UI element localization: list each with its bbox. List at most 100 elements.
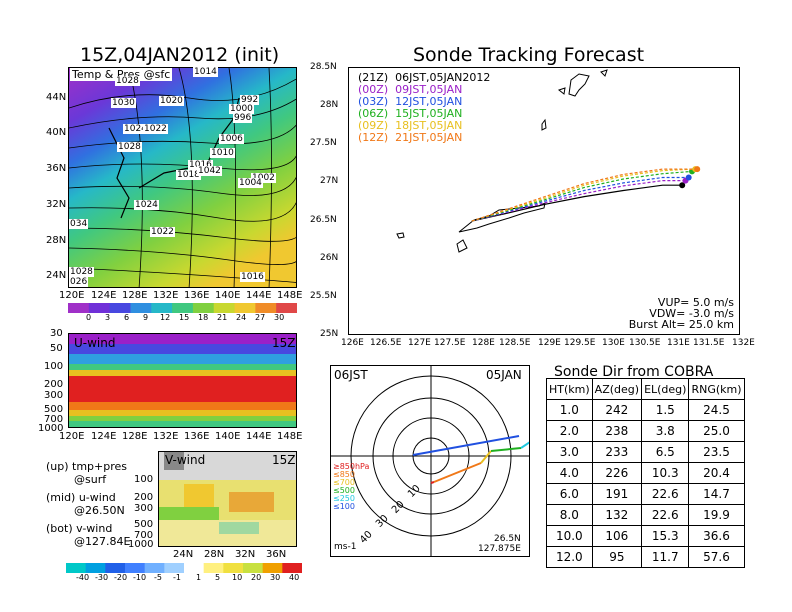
track-ytick: 28.5N — [310, 62, 337, 72]
table-header-cell: HT(km) — [546, 378, 593, 400]
track-line — [471, 180, 686, 222]
cb-tick: -10 — [133, 573, 147, 582]
vwind-plot — [159, 452, 296, 546]
table-cell: 226 — [591, 462, 643, 484]
track-xtick: 130.5E — [629, 338, 661, 348]
isobar-label: 1022 — [150, 227, 175, 237]
vdw-label: VDW= -3.0 m/s — [649, 307, 734, 320]
map-lon-tick: 144E — [246, 290, 272, 301]
vwind-ytick: 100 — [134, 474, 154, 485]
cb-tick: -40 — [76, 573, 90, 582]
map-lon-tick: 124E — [91, 290, 117, 301]
uwind-ytick: 1000 — [38, 423, 64, 434]
pressure-entry: ≤700 — [333, 478, 355, 487]
track-ytick: 28N — [320, 100, 339, 110]
cb-tick: -20 — [114, 573, 128, 582]
cb-tick: 20 — [251, 573, 262, 582]
uwind-xtick: 132E — [153, 431, 179, 442]
colorbar-swatch — [192, 303, 215, 313]
cb-tick: -5 — [154, 573, 162, 582]
isobar-label: 1010 — [210, 148, 235, 158]
uwind-frame — [68, 333, 297, 428]
isobar-label: 1000 — [229, 104, 254, 114]
uwind-ytick: 200 — [44, 379, 64, 390]
track-xtick: 131E — [667, 338, 690, 348]
track-xtick: 128.5E — [499, 338, 531, 348]
map-lat-tick: 40N — [46, 127, 67, 138]
table-cell: 10.0 — [546, 525, 593, 547]
track-ytick: 26.5N — [310, 215, 337, 225]
colorbar-swatch — [125, 563, 146, 573]
track-yticks: 28.5N 28N 27.5N 27N 26.5N 26N 25.5N 25N — [310, 60, 350, 345]
colorbar-swatch — [282, 563, 302, 573]
track-xtick: 126E — [341, 338, 364, 348]
note-line: @26.50N — [74, 504, 125, 517]
table-cell: 36.6 — [688, 525, 745, 547]
track-line — [471, 176, 689, 222]
pressure-entry: ≤250 — [333, 494, 355, 503]
vwind-xtick: 36N — [266, 549, 287, 560]
map-lat-tick: 24N — [46, 270, 67, 281]
colorbar-swatch — [262, 563, 283, 573]
uwind-ytick: 30 — [50, 328, 63, 339]
colorbar-swatch — [68, 303, 90, 313]
colorbar-swatch — [144, 563, 165, 573]
track-line — [471, 168, 698, 222]
launch-entry: (06Z) 15JST,05JAN — [358, 107, 463, 120]
map-lon-tick: 128E — [122, 290, 148, 301]
table-cell: 1.5 — [641, 399, 690, 421]
table-cell: 57.6 — [688, 546, 745, 568]
cb-tick: 27 — [255, 313, 266, 322]
isobar-label: 1006 — [219, 134, 244, 144]
uwind-xtick: 128E — [122, 431, 148, 442]
colorbar-swatch — [184, 563, 205, 573]
vwind-ytick: 700 — [134, 530, 154, 541]
map-colorbar-ticks: 0 3 6 9 12 15 18 21 24 27 30 — [68, 313, 297, 325]
hodo-segment — [480, 450, 492, 464]
table-row: 8.0 132 22.6 19.9 — [546, 504, 745, 526]
uwind-plot — [69, 334, 296, 427]
cb-tick: 9 — [143, 313, 149, 322]
track-xtick: 127E — [408, 338, 431, 348]
track-endpoint — [694, 166, 701, 173]
isobar-label: 1018 — [176, 170, 201, 180]
isobar-label: 1024 — [134, 200, 159, 210]
burst-label: Burst Alt= 25.0 km — [628, 318, 734, 331]
hodo-segment — [430, 481, 435, 484]
table-cell: 6.5 — [641, 441, 690, 463]
table-cell: 132 — [591, 504, 643, 526]
table-row: 4.0 226 10.3 20.4 — [546, 462, 745, 484]
uwind-xtick: 140E — [215, 431, 241, 442]
colorbar-swatch — [151, 303, 173, 313]
vwind-label: V-wind — [165, 453, 206, 467]
cb-tick: 1 — [196, 573, 202, 582]
coastline — [557, 87, 566, 95]
cb-tick: 21 — [217, 313, 228, 322]
table-row: 6.0 191 22.6 14.7 — [546, 483, 745, 505]
colorbar-swatch — [276, 303, 297, 313]
track-xtick: 127.5E — [434, 338, 466, 348]
map-lat-tick: 36N — [46, 163, 67, 174]
sonde-table: HT(km) AZ(deg) EL(deg) RNG(km) 1.0 242 1.5… — [546, 378, 745, 568]
cb-tick: -1 — [173, 573, 181, 582]
table-cell: 24.5 — [688, 399, 745, 421]
table-cell: 1.0 — [546, 399, 593, 421]
note-line: (up) tmp+pres — [46, 460, 128, 473]
map-field-label: Temp & Pres @sfc — [70, 68, 173, 81]
pressure-entry: ≤100 — [333, 502, 355, 511]
vwind-ytick: 300 — [134, 503, 154, 514]
uwind-ytick: 300 — [44, 390, 64, 401]
coastline — [568, 73, 590, 97]
cb-tick: 10 — [232, 573, 243, 582]
polar-plot — [331, 366, 529, 556]
track-xtick: 129.5E — [564, 338, 596, 348]
vwind-xtick: 32N — [235, 549, 256, 560]
vwind-ytick: 200 — [134, 492, 154, 503]
pressure-entry: ≥850hPa — [333, 462, 370, 471]
colorbar-swatch — [85, 563, 106, 573]
track-endpoint — [679, 182, 686, 189]
table-header-cell: EL(deg) — [641, 378, 690, 400]
coastline — [541, 118, 547, 131]
map-title: 15Z,04JAN2012 (init) — [80, 44, 280, 66]
uwind-ytick: 50 — [50, 343, 63, 354]
